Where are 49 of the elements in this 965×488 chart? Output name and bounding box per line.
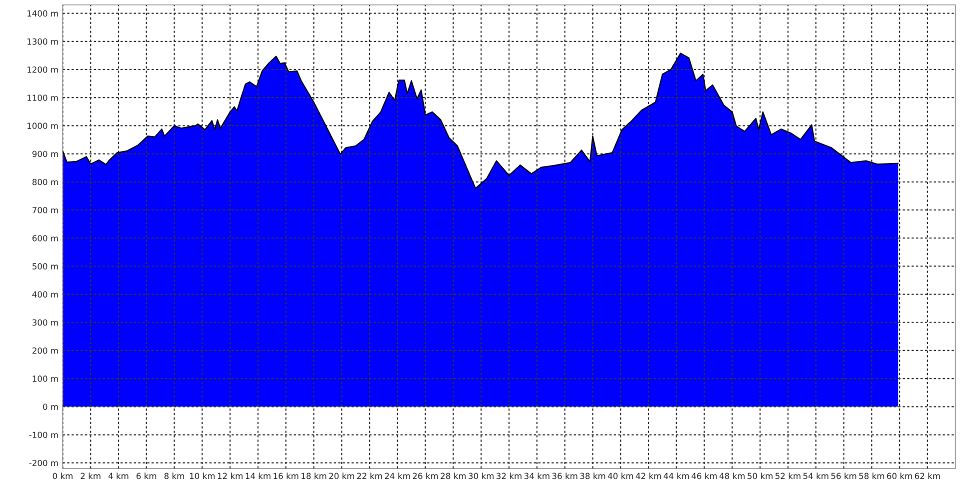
x-tick-label: 2 km <box>80 472 100 479</box>
x-tick-label: 28 km <box>440 472 466 480</box>
y-tick-label: -200 m <box>29 460 58 466</box>
x-tick-label: 46 km <box>692 472 717 480</box>
y-tick-label: 1200 m <box>28 66 58 73</box>
y-tick-label: 400 m <box>32 291 58 298</box>
x-tick-label: 24 km <box>384 472 410 479</box>
y-tick-label: 700 m <box>32 206 58 214</box>
x-tick-label: 10 km <box>190 472 215 480</box>
x-tick-label: 0 km <box>52 472 72 480</box>
x-tick-label: 62 km <box>914 472 940 480</box>
x-tick-label: 8 km <box>164 472 184 480</box>
y-tick-label: 1000 m <box>28 122 58 129</box>
x-tick-label: 56 km <box>831 472 856 480</box>
x-tick-label: 60 km <box>887 472 912 480</box>
x-tick-label: 38 km <box>580 472 606 480</box>
x-tick-label: 40 km <box>608 472 634 480</box>
x-tick-label: 22 km <box>357 472 382 479</box>
x-tick-label: 30 km <box>468 472 494 480</box>
y-tick-label: 500 m <box>32 263 58 270</box>
y-tick-label: 1300 m <box>28 38 58 45</box>
y-tick-label: 1400 m <box>28 10 58 17</box>
x-tick-label: 32 km <box>496 472 522 480</box>
y-tick-label: 900 m <box>32 150 58 158</box>
y-tick-label: -100 m <box>29 432 58 438</box>
x-tick-label: 4 km <box>108 472 128 479</box>
x-tick-label: 58 km <box>859 472 884 480</box>
y-tick-label: 800 m <box>32 178 58 186</box>
x-tick-label: 6 km <box>136 472 156 480</box>
x-tick-label: 16 km <box>274 472 298 480</box>
x-tick-label: 12 km <box>218 472 242 479</box>
y-tick-label: 600 m <box>32 235 58 242</box>
x-tick-label: 50 km <box>748 472 772 480</box>
x-tick-label: 36 km <box>552 472 578 480</box>
x-tick-label: 18 km <box>302 472 326 480</box>
y-tick-label: 0 m <box>43 404 58 410</box>
y-tick-label: 1100 m <box>28 94 58 101</box>
x-tick-label: 44 km <box>664 472 689 479</box>
x-tick-label: 42 km <box>636 472 661 479</box>
x-tick-label: 52 km <box>776 472 800 480</box>
y-tick-label: 200 m <box>32 347 58 354</box>
x-tick-label: 54 km <box>803 472 828 480</box>
x-tick-label: 48 km <box>720 472 745 480</box>
x-tick-label: 34 km <box>524 472 550 480</box>
x-tick-label: 26 km <box>412 472 438 480</box>
x-tick-label: 14 km <box>246 472 270 479</box>
y-tick-label: 300 m <box>32 319 58 326</box>
y-tick-label: 100 m <box>32 376 58 382</box>
x-tick-label: 20 km <box>329 472 354 480</box>
